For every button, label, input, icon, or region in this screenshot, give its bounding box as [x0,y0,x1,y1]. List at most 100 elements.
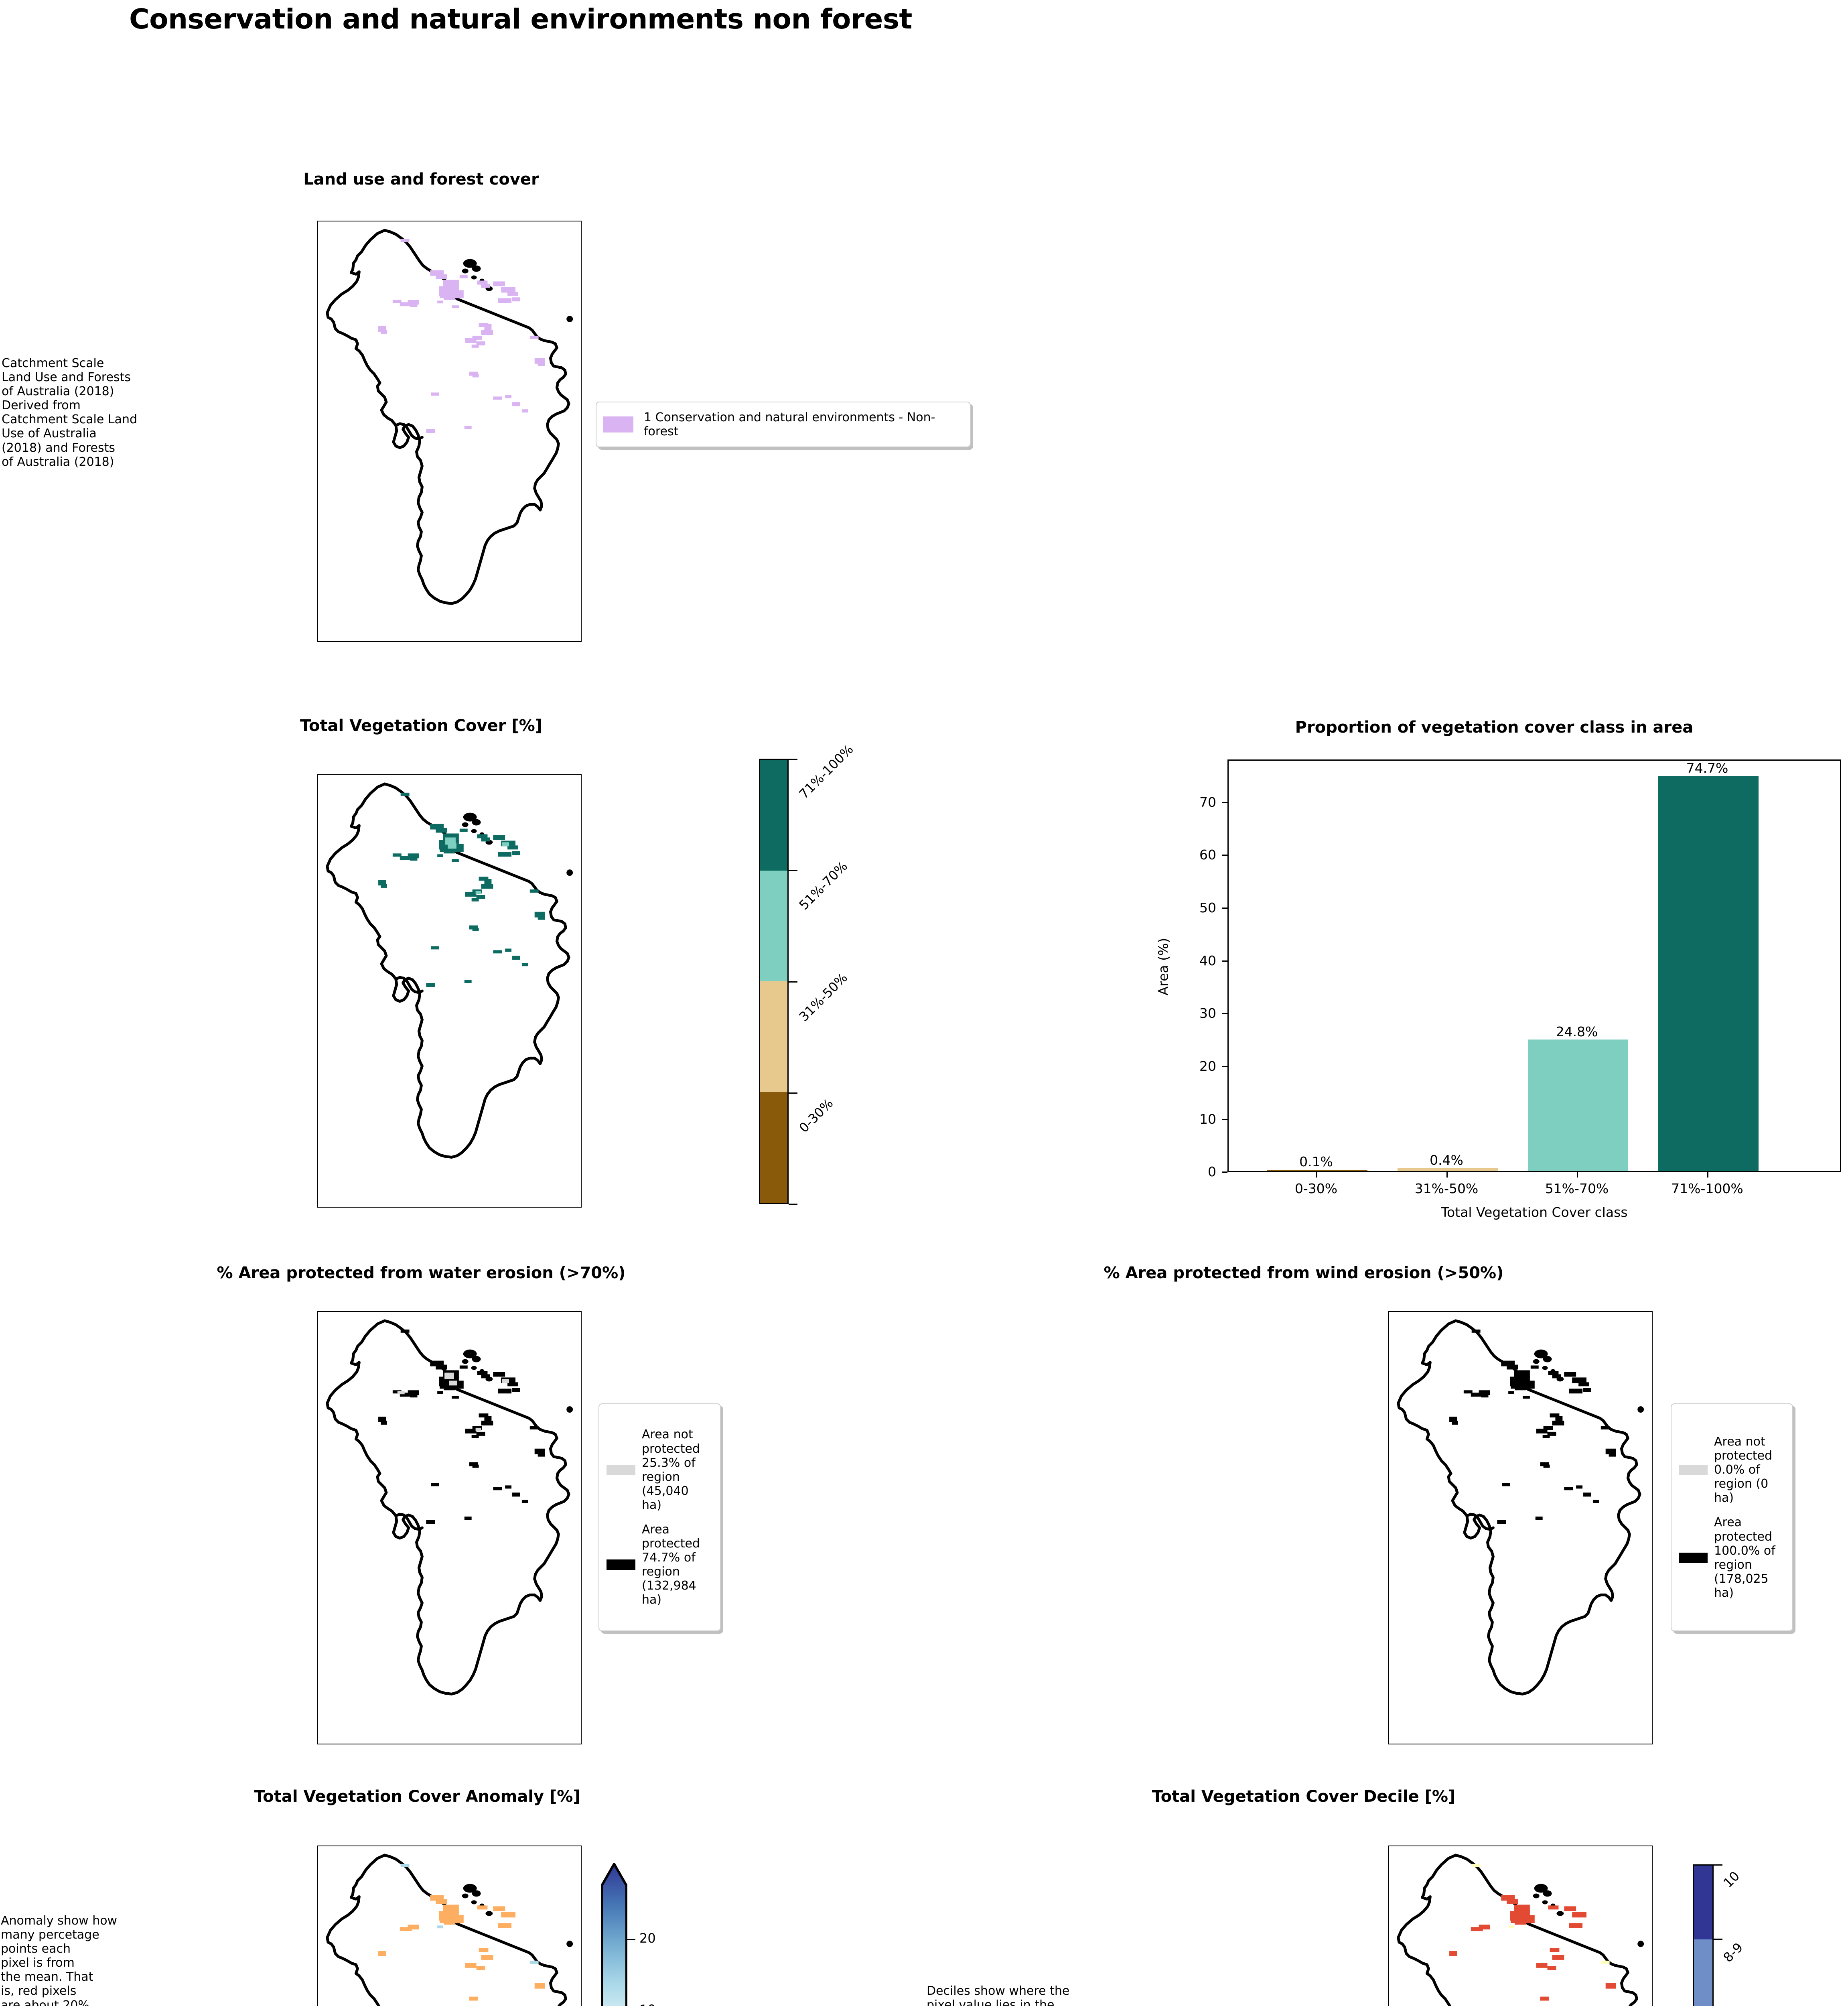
map-tick [581,1416,582,1417]
anomaly-pixels-negative [378,1895,545,2001]
water-erosion-panel-title: % Area protected from water erosion (>70… [217,1264,626,1282]
map-tick [317,1120,318,1121]
cbar-seg-71-100 [760,760,787,871]
legend-swatch-protected [607,1559,635,1570]
bar-31-50[interactable] [1398,1168,1498,1171]
anomaly-cbar-label-10: 10 [639,2002,656,2006]
map-tick [342,1207,343,1208]
bar-0-30[interactable] [1267,1170,1367,1171]
map-tick [1388,1537,1389,1538]
map-tick [317,386,318,387]
wind-erosion-map[interactable] [1388,1311,1653,1744]
legend-swatch-not-protected [1679,1464,1708,1475]
map-tick [317,1951,318,1952]
map-tick [522,1207,523,1208]
map-tick [317,940,318,941]
y-axis-label: Area (%) [1155,938,1171,996]
decile-cbar-tick [1714,1864,1722,1866]
map-tick [317,1416,318,1417]
veg-cover-map-svg [326,782,573,1159]
decile-map[interactable] [1388,1846,1653,2006]
water-erosion-map[interactable] [317,1311,582,1744]
veg-cover-colorbar[interactable] [759,759,789,1204]
anomaly-panel-title: Total Vegetation Cover Anomaly [%] [254,1787,580,1806]
legend-item-not-protected: Area not protected 0.0% of region (0 ha) [1679,1435,1785,1505]
legend-items: Area not protected 25.3% of region (45,0… [607,1427,713,1607]
legend-label-not-protected: Area not protected 25.3% of region (45,0… [642,1427,700,1512]
wind-erosion-map-svg [1397,1319,1644,1695]
catchment-outline [326,1854,567,2006]
not-protected-pixels [397,1373,509,1431]
decile-cbar-label-8-9: 8-9 [1720,1939,1746,1965]
wind-erosion-legend: Area not protected 0.0% of region (0 ha)… [1671,1403,1793,1631]
y-tick-label-60: 60 [1199,847,1216,863]
bar-label-0-30: 0.1% [1299,1154,1333,1169]
map-tick [317,1060,318,1061]
map-tick [317,879,318,881]
water-erosion-map-svg [326,1319,573,1695]
veg-cover-panel-title: Total Vegetation Cover [%] [300,717,543,735]
y-tick-label-20: 20 [1199,1058,1216,1074]
anomaly-colorbar[interactable] [601,1862,627,2006]
map-tick [1388,1416,1389,1417]
legend-label-not-protected: Area not protected 0.0% of region (0 ha) [1714,1434,1773,1505]
cbar-seg-51-70 [760,871,787,981]
x-tick [1446,1172,1448,1178]
veg-cover-map[interactable] [317,774,582,1208]
anomaly-map[interactable] [317,1846,582,2006]
proportion-bar-chart[interactable]: Proportion of vegetation cover class in … [1143,718,1845,1236]
map-tick [317,1476,318,1478]
y-tick-label-30: 30 [1199,1005,1216,1021]
map-tick [1388,1597,1389,1598]
legend-label-protected: Area protected 100.0% of region (178,025… [1714,1515,1775,1600]
catchment-outline [326,782,570,1159]
land-use-panel-title: Land use and forest cover [303,170,539,189]
map-tick [1388,1951,1389,1952]
anomaly-pixels-positive [400,1864,539,1964]
water-erosion-legend: Area not protected 25.3% of region (45,0… [598,1403,721,1631]
veg-cover-pixels [378,792,545,987]
map-tick [1652,1951,1653,1952]
y-tick [1222,908,1227,909]
cbar-label-51-70: 51%-70% [796,858,851,913]
cbar-tick [789,870,797,871]
cbar-label-0-30: 0-30% [796,1095,836,1136]
cbar-tick [789,1092,797,1094]
y-tick [1222,802,1227,803]
land-use-map-svg [326,229,573,605]
bar-51-70[interactable] [1528,1040,1628,1171]
x-axis-label: Total Vegetation Cover class [1441,1204,1628,1220]
bar-71-100[interactable] [1658,776,1759,1171]
land-use-map[interactable] [317,221,582,642]
map-tick [317,506,318,508]
legend-item-protected: Area protected 74.7% of region (132,984 … [607,1523,713,1607]
map-tick [317,1356,318,1357]
map-islands [1533,1884,1644,1947]
x-tick-label-0-30: 0-30% [1294,1181,1338,1196]
map-islands [1533,1349,1644,1413]
legend-swatch-not-protected [607,1464,635,1475]
decile-panel-title: Total Vegetation Cover Decile [%] [1152,1787,1456,1806]
catchment-outline [326,229,570,605]
legend-swatch-protected [1679,1552,1708,1563]
cbar-tick [789,759,797,760]
decile-colorbar[interactable] [1693,1864,1714,2006]
y-tick [1222,1172,1227,1173]
decile-pixels-low [1449,1895,1616,2001]
catchment-subboundary [394,422,424,441]
cbar-label-71-100: 71%-100% [796,741,856,802]
map-islands [462,259,573,323]
map-tick [317,1597,318,1598]
page-title: Conservation and natural environments no… [129,3,912,35]
bar-label-71-100: 74.7% [1686,760,1728,776]
y-tick [1222,1119,1227,1120]
map-tick [402,1207,403,1208]
x-tick-label-31-50: 31%-50% [1414,1181,1479,1196]
catchment-outline [1397,1854,1638,2006]
legend-swatch [603,416,633,432]
map-tick [1388,1657,1389,1658]
map-tick [581,879,582,881]
map-tick [1388,1476,1389,1478]
cbar-tick [789,981,797,983]
legend-label: 1 Conservation and natural environments … [644,410,935,439]
